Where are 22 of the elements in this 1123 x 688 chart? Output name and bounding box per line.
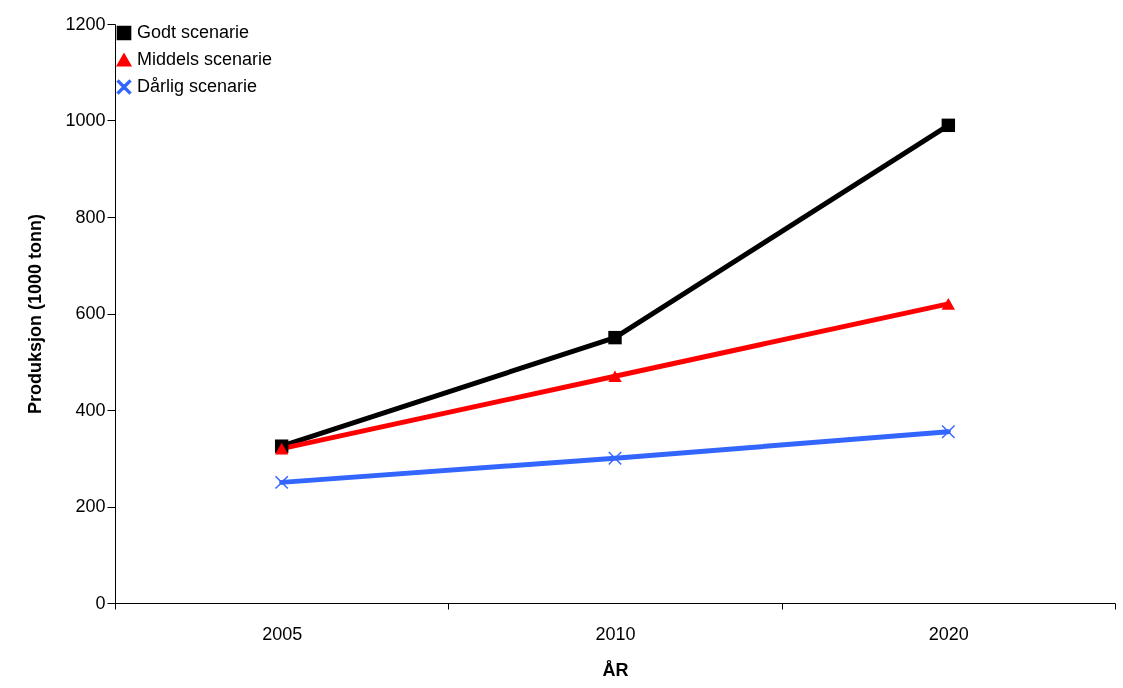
point bbox=[941, 298, 956, 310]
y-tick-label: 1000 bbox=[65, 110, 106, 130]
x-tick-label: 2010 bbox=[595, 623, 636, 644]
y-tick-label: 0 bbox=[95, 592, 106, 613]
y-tick-label: 1200 bbox=[65, 13, 106, 34]
y-tick-label: 200 bbox=[75, 496, 106, 516]
x-tick-label: 2005 bbox=[262, 623, 303, 644]
point bbox=[608, 330, 622, 345]
x-axis-title: ÅR bbox=[602, 659, 629, 680]
y-tick-label: 600 bbox=[75, 303, 106, 323]
legend-label: Dårlig scenarie bbox=[137, 76, 258, 96]
legend-label: Godt scenarie bbox=[137, 22, 250, 42]
x-tick-label: 2020 bbox=[928, 623, 969, 644]
point bbox=[941, 118, 956, 133]
point bbox=[941, 425, 956, 439]
point bbox=[608, 451, 622, 465]
y-tick-label: 400 bbox=[75, 399, 106, 420]
y-axis-title: Produksjon (1000 tonn) bbox=[25, 213, 46, 415]
y-tick-label: 800 bbox=[75, 206, 106, 227]
legend-label: Middels scenarie bbox=[137, 49, 273, 69]
point bbox=[274, 475, 289, 490]
point bbox=[608, 370, 622, 383]
